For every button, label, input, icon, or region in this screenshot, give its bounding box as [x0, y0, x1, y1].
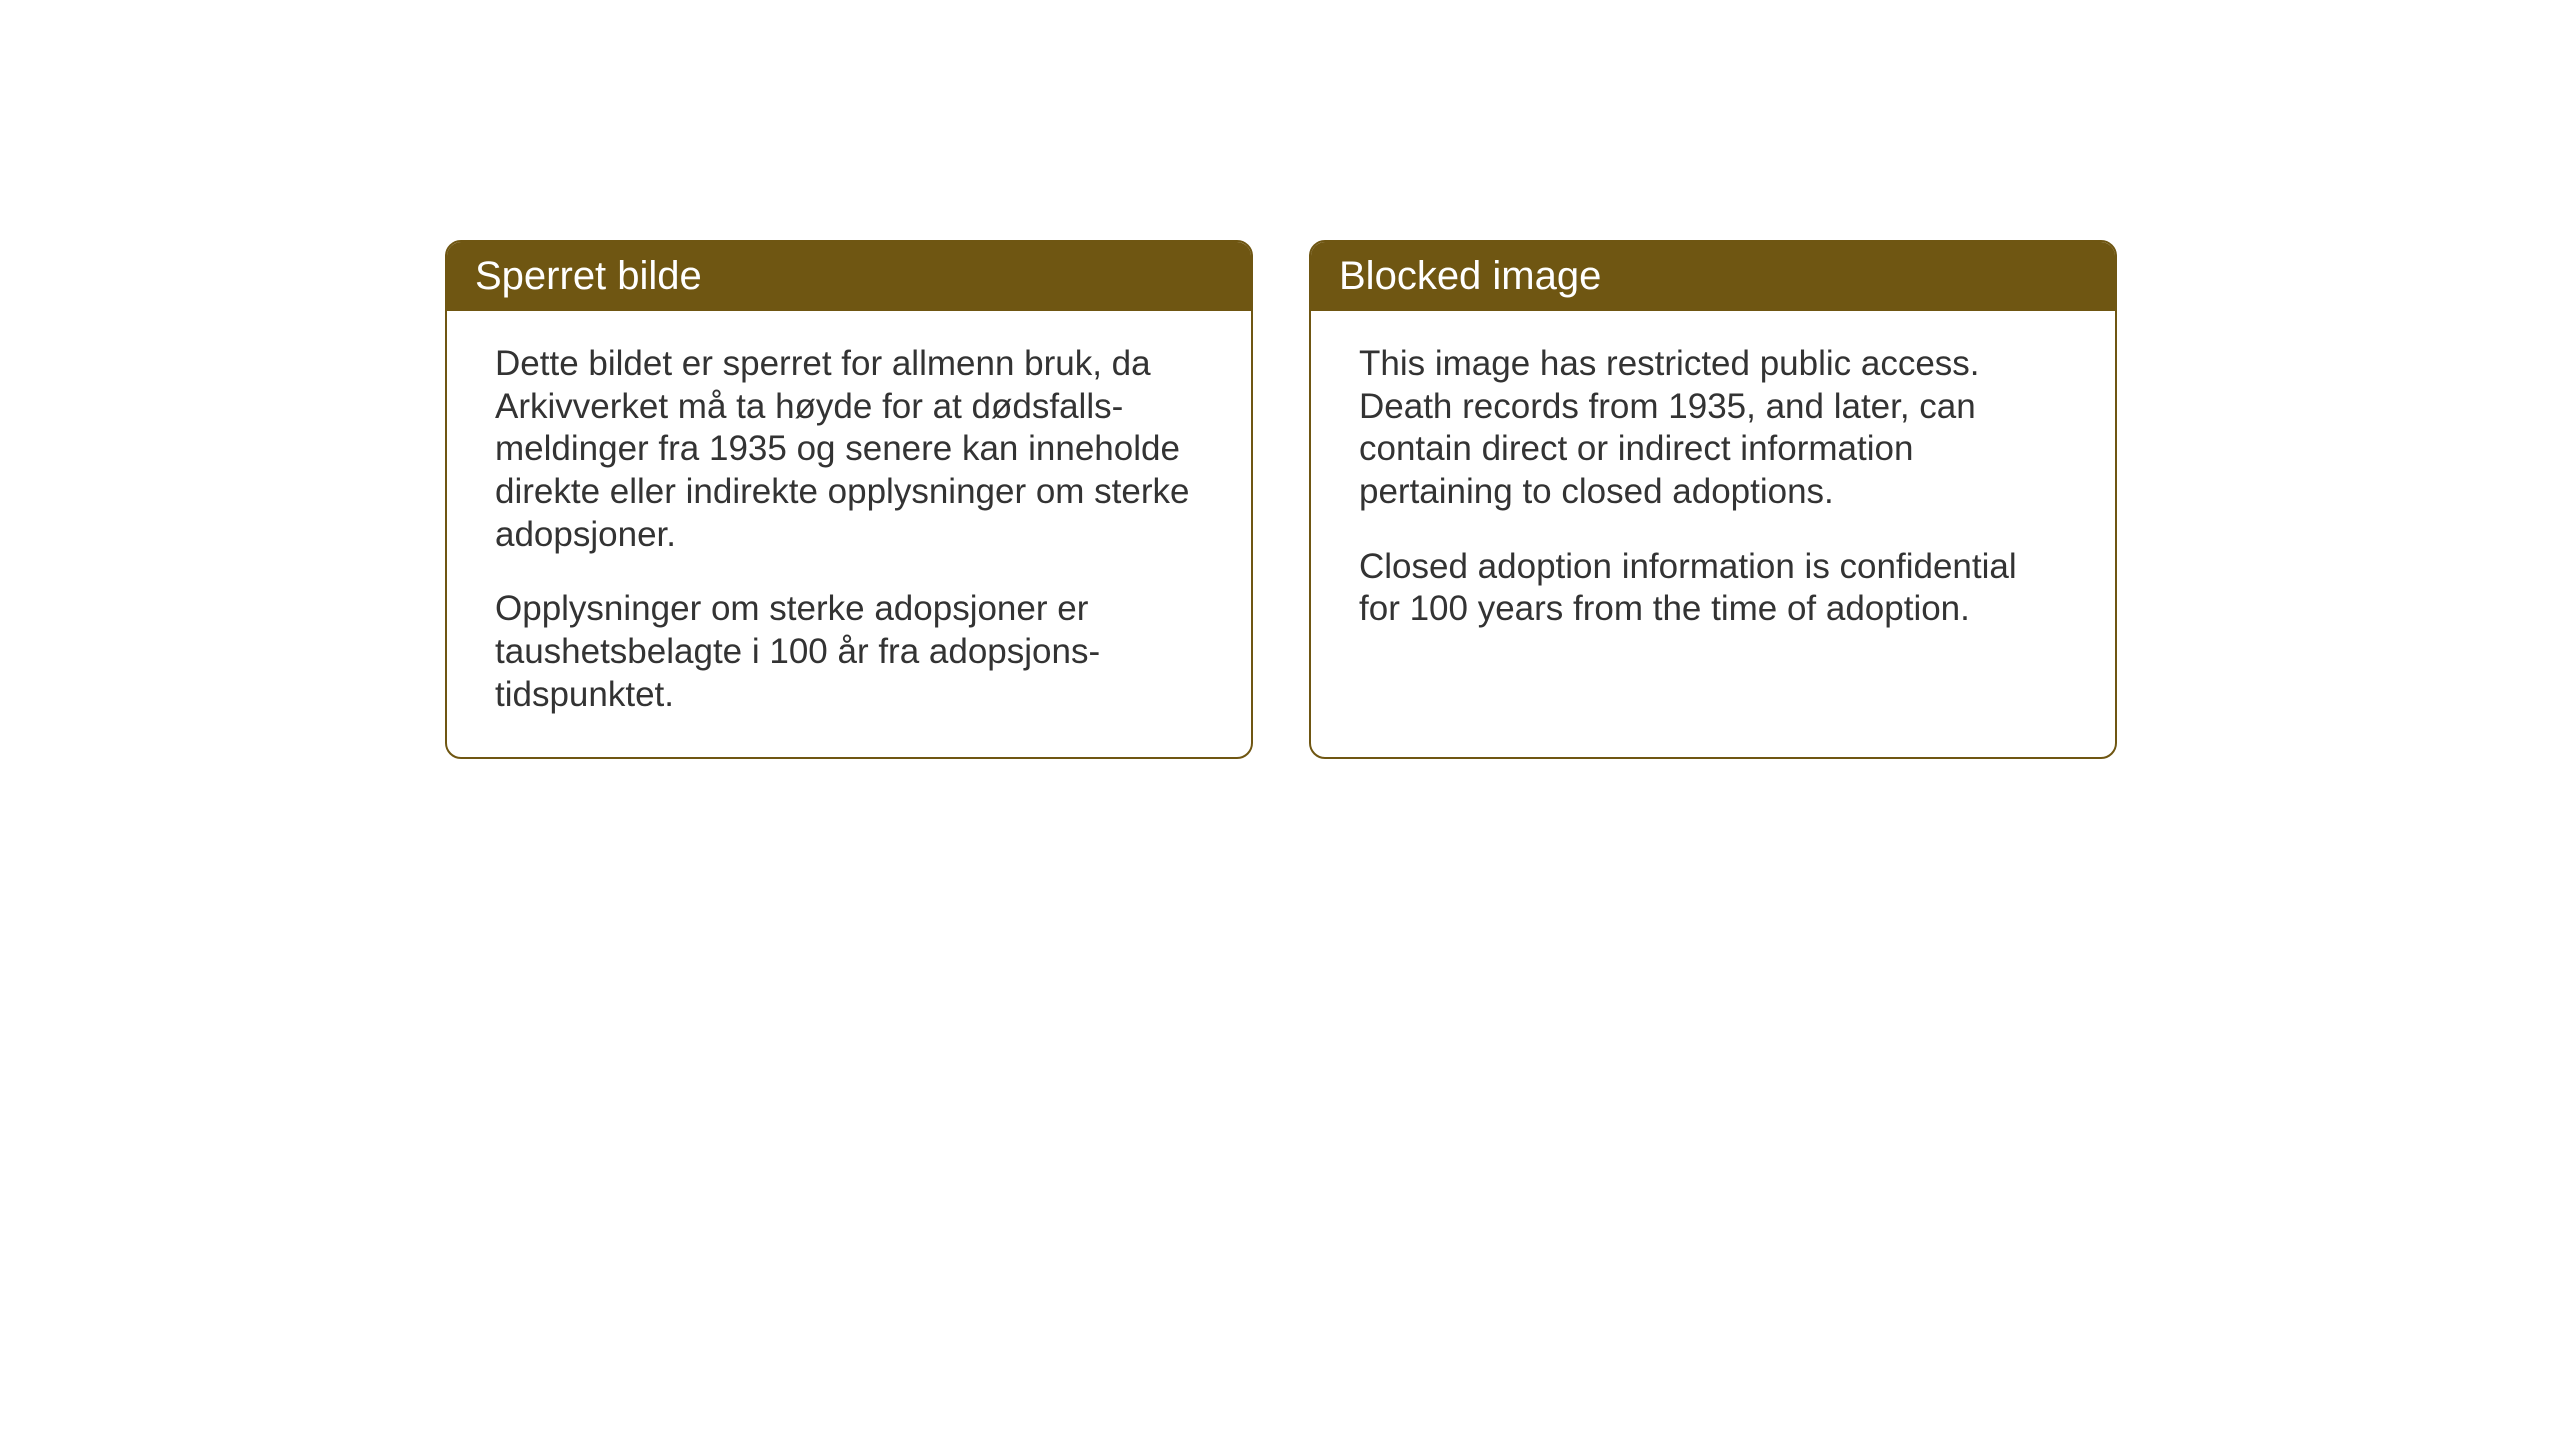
card-paragraph1-english: This image has restricted public access.…	[1359, 343, 2067, 514]
card-title-english: Blocked image	[1339, 254, 1601, 298]
notice-card-english: Blocked image This image has restricted …	[1309, 240, 2117, 759]
card-header-english: Blocked image	[1311, 242, 2115, 311]
card-paragraph2-english: Closed adoption information is confident…	[1359, 546, 2067, 631]
card-title-norwegian: Sperret bilde	[475, 254, 702, 298]
notice-card-norwegian: Sperret bilde Dette bildet er sperret fo…	[445, 240, 1253, 759]
card-body-english: This image has restricted public access.…	[1311, 311, 2115, 671]
notice-container: Sperret bilde Dette bildet er sperret fo…	[445, 240, 2117, 759]
card-paragraph2-norwegian: Opplysninger om sterke adopsjoner er tau…	[495, 588, 1203, 716]
card-header-norwegian: Sperret bilde	[447, 242, 1251, 311]
card-body-norwegian: Dette bildet er sperret for allmenn bruk…	[447, 311, 1251, 757]
card-paragraph1-norwegian: Dette bildet er sperret for allmenn bruk…	[495, 343, 1203, 556]
